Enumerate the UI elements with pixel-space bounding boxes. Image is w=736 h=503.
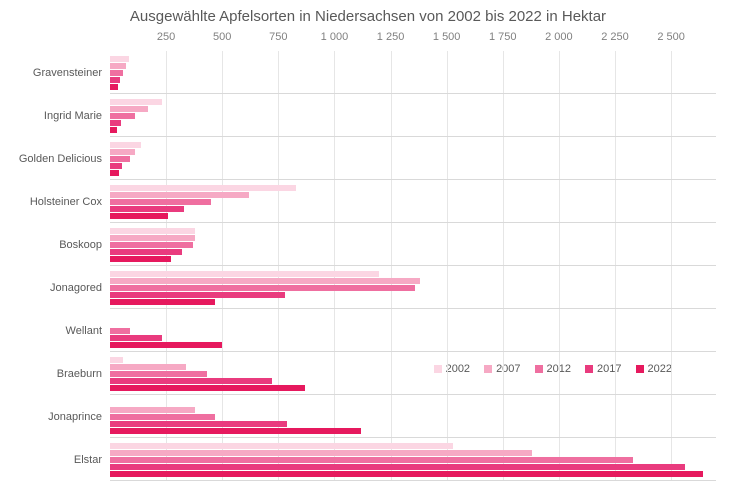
bar — [110, 278, 420, 284]
bar — [110, 421, 287, 427]
category-label: Elstar — [74, 454, 110, 466]
category-group: Wellant — [110, 309, 716, 352]
bar — [110, 163, 122, 169]
category-group: Gravensteiner — [110, 51, 716, 94]
bar — [110, 378, 272, 384]
bar — [110, 450, 532, 456]
x-tick-label: 1 750 — [489, 31, 517, 43]
bar — [110, 414, 215, 420]
bar — [110, 206, 184, 212]
bar — [110, 70, 123, 76]
x-tick-label: 1 250 — [377, 31, 405, 43]
bar — [110, 235, 195, 241]
bar — [110, 106, 148, 112]
x-tick-label: 2 000 — [545, 31, 573, 43]
bar — [110, 149, 135, 155]
x-tick-label: 1 500 — [433, 31, 461, 43]
category-group: Elstar — [110, 438, 716, 481]
category-group: Jonaprince — [110, 395, 716, 438]
x-tick-label: 1 000 — [321, 31, 349, 43]
bar — [110, 443, 453, 449]
chart-title: Ausgewählte Apfelsorten in Niedersachsen… — [0, 0, 736, 31]
bar — [110, 77, 120, 83]
bar — [110, 185, 296, 191]
category-label: Gravensteiner — [33, 67, 110, 79]
category-label: Wellant — [66, 325, 110, 337]
bar — [110, 170, 119, 176]
bar — [110, 242, 193, 248]
bar — [110, 249, 182, 255]
bar — [110, 256, 171, 262]
bar — [110, 328, 130, 334]
category-group: Braeburn — [110, 352, 716, 395]
category-label: Holsteiner Cox — [30, 196, 110, 208]
bar — [110, 213, 168, 219]
group-baseline — [110, 480, 716, 481]
bar — [110, 228, 195, 234]
bar — [110, 63, 126, 69]
bar — [110, 56, 129, 62]
bar — [110, 84, 118, 90]
bar — [110, 471, 703, 477]
category-label: Braeburn — [57, 368, 110, 380]
x-tick-label: 2 500 — [657, 31, 685, 43]
bar — [110, 357, 123, 363]
bar — [110, 127, 117, 133]
category-group: Golden Delicious — [110, 137, 716, 180]
x-tick-label: 500 — [213, 31, 231, 43]
category-label: Golden Delicious — [19, 153, 110, 165]
bar — [110, 457, 633, 463]
bar — [110, 428, 361, 434]
bar — [110, 120, 121, 126]
x-tick-label: 2 250 — [601, 31, 629, 43]
category-label: Ingrid Marie — [44, 110, 110, 122]
bar — [110, 192, 249, 198]
category-group: Jonagored — [110, 266, 716, 309]
bar — [110, 271, 379, 277]
chart-container: Ausgewählte Apfelsorten in Niedersachsen… — [0, 0, 736, 503]
bar — [110, 113, 135, 119]
category-group: Holsteiner Cox — [110, 180, 716, 223]
bar — [110, 342, 222, 348]
category-label: Boskoop — [59, 239, 110, 251]
bar — [110, 464, 685, 470]
x-tick-label: 250 — [157, 31, 175, 43]
category-label: Jonagored — [50, 282, 110, 294]
bar — [110, 371, 207, 377]
bar — [110, 292, 285, 298]
bar — [110, 142, 141, 148]
plot-area: 20022007201220172022 GravensteinerIngrid… — [110, 51, 716, 481]
bar — [110, 299, 215, 305]
bar — [110, 199, 211, 205]
bar — [110, 385, 305, 391]
bar — [110, 407, 195, 413]
bar — [110, 364, 186, 370]
x-tick-label: 750 — [269, 31, 287, 43]
category-group: Ingrid Marie — [110, 94, 716, 137]
category-group: Boskoop — [110, 223, 716, 266]
bar — [110, 335, 162, 341]
bar — [110, 156, 130, 162]
x-axis: 250 500 750 1 000 1 250 1 500 1 750 2 000 2 250 2… — [110, 31, 716, 51]
category-label: Jonaprince — [48, 411, 110, 423]
bar — [110, 285, 415, 291]
bar — [110, 99, 162, 105]
